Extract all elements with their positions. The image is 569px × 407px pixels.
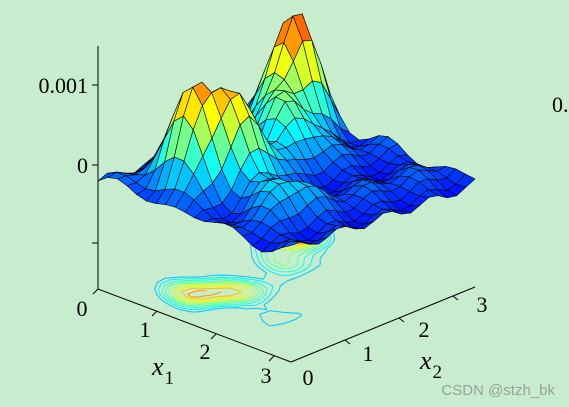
- x1-tick-label-3: 3: [261, 363, 272, 388]
- x1-axis-label: x1: [151, 352, 174, 389]
- x2-tick-label-2: 2: [419, 317, 430, 342]
- x1-tick-label-0: 0: [77, 296, 88, 321]
- partial-right-label: 0.: [552, 92, 569, 117]
- x1-tick-label-2: 2: [200, 339, 211, 364]
- z-tick-label-zero: 0: [77, 153, 88, 178]
- surface-patch-19-0: [281, 240, 301, 248]
- x2-tick-label-3: 3: [477, 292, 488, 317]
- z-tick-label-top: 0.001: [39, 73, 89, 98]
- x2-tick-1: [344, 339, 351, 345]
- x2-tick-2: [398, 317, 405, 323]
- axes: 0.001 0 0. 0 1 2 3 0 1 2 3 x1 x2: [39, 46, 569, 390]
- x1-tick-label-1: 1: [140, 317, 151, 342]
- x2-tick-label-0: 0: [303, 365, 314, 390]
- x2-axis-line: [290, 286, 476, 363]
- x1-axis-line: [97, 288, 292, 363]
- x2-tick-label-1: 1: [363, 341, 374, 366]
- x2-axis-label: x2: [419, 346, 442, 383]
- surface-mesh: [97, 13, 476, 253]
- watermark-text: CSDN @stzh_bk: [441, 382, 555, 399]
- x1-tick-0: [92, 288, 99, 295]
- x2-tick-3: [452, 295, 459, 301]
- x1-tick-3: [268, 355, 275, 362]
- x1-tick-2: [210, 333, 217, 340]
- x1-tick-1: [151, 310, 158, 317]
